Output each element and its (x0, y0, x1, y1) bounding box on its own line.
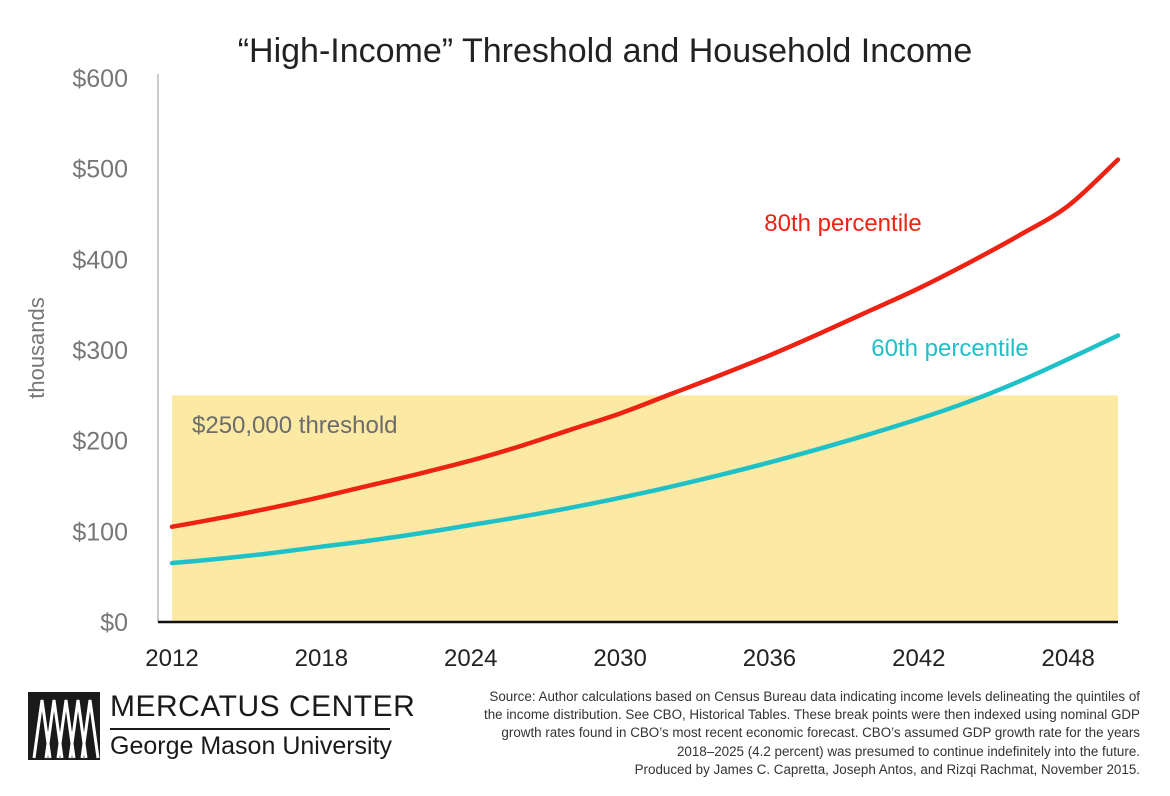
x-tick-label: 2024 (444, 645, 497, 672)
y-tick-label: $500 (72, 156, 128, 184)
logo-divider (110, 728, 390, 730)
threshold-band (172, 395, 1118, 622)
source-line: the income distribution. See CBO, Histor… (484, 707, 1140, 723)
source-line: growth rates found in CBO’s most recent … (501, 725, 1140, 741)
series-label-60th: 60th percentile (871, 335, 1028, 362)
mercatus-logo: MERCATUS CENTER George Mason University (28, 690, 415, 770)
x-tick-label: 2030 (593, 645, 646, 672)
y-tick-label: $100 (72, 518, 128, 546)
series-line-80th (169, 157, 1121, 530)
source-line: 2018–2025 (4.2 percent) was presumed to … (676, 743, 1140, 759)
logo-subtitle: George Mason University (110, 732, 393, 760)
series-line-60th (169, 333, 1121, 566)
source-line: Source: Author calculations based on Cen… (489, 689, 1140, 704)
y-tick-label: $0 (100, 609, 128, 637)
x-tick-label: 2018 (295, 645, 348, 672)
y-tick-label: $400 (72, 246, 128, 274)
logo-name: MERCATUS CENTER (110, 690, 416, 723)
y-axis-label: thousands (24, 297, 49, 399)
chart-title: “High-Income” Threshold and Household In… (238, 32, 973, 70)
mercatus-logo-icon (28, 692, 100, 760)
threshold-label: $250,000 threshold (192, 412, 398, 439)
x-tick-label: 2048 (1042, 645, 1095, 672)
x-tick-label: 2036 (743, 645, 796, 672)
source-note: Source: Author calculations based on Cen… (410, 688, 1140, 779)
x-tick-label: 2012 (145, 645, 198, 672)
y-tick-label: $600 (72, 65, 128, 93)
source-line: Produced by James C. Capretta, Joseph An… (634, 761, 1140, 777)
series-label-80th: 80th percentile (764, 210, 921, 237)
x-tick-label: 2042 (892, 645, 945, 672)
y-tick-label: $200 (72, 428, 128, 456)
y-tick-label: $300 (72, 337, 128, 365)
